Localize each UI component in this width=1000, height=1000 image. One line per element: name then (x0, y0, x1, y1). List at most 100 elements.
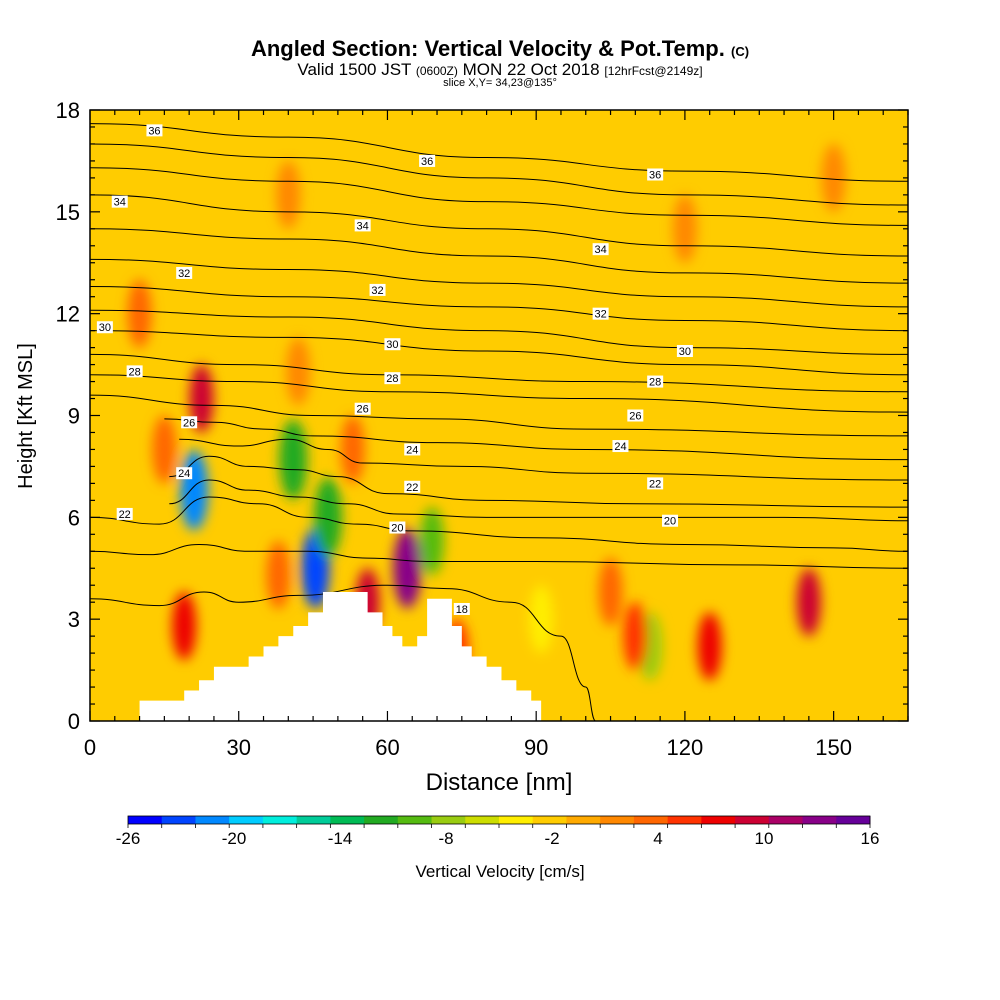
contour-label-text: 20 (664, 516, 676, 528)
contour-label-30: 30 (676, 345, 693, 358)
contour-label-text: 30 (386, 339, 398, 351)
contour-label-bg (419, 154, 436, 167)
colorbar-tick-label: -26 (116, 829, 141, 848)
contour-label-text: 36 (148, 125, 160, 137)
contour-label-bg (592, 243, 609, 256)
velocity-cell (313, 477, 342, 558)
colorbar-swatch (397, 816, 433, 824)
velocity-cell (393, 528, 422, 609)
isentrope-28 (90, 374, 908, 413)
contour-label-text: 30 (679, 346, 691, 358)
contour-label-30: 30 (96, 321, 113, 334)
contour-label-text: 30 (99, 322, 111, 334)
isentrope-unlabeled (90, 167, 908, 226)
contour-label-text: 24 (406, 444, 418, 456)
velocity-cell (152, 415, 177, 484)
contour-label-text: 18 (456, 604, 468, 616)
y-tick-label: 3 (68, 607, 80, 632)
contour-label-bg (176, 467, 193, 480)
contour-label-36: 36 (419, 154, 436, 168)
isentrope-32 (90, 286, 908, 332)
colorbar-swatch (836, 816, 871, 824)
slice-info: slice X,Y= 34,23@135° (443, 77, 557, 89)
velocity-cell (340, 415, 365, 484)
colorbar-swatch (701, 816, 736, 824)
y-tick-label: 18 (56, 98, 80, 123)
colorbar-swatch (667, 816, 702, 824)
contour-label-bg (662, 514, 679, 527)
contour-label-36: 36 (647, 168, 664, 181)
x-axis-label: Distance [nm] (426, 769, 573, 796)
colorbar-swatch (229, 816, 264, 824)
colorbar-swatch (431, 816, 466, 824)
colorbar-tick-label: 4 (653, 829, 662, 848)
valid-date: MON 22 Oct 2018 (462, 60, 600, 79)
isentrope-unlabeled (90, 353, 908, 393)
contour-label-28: 28 (126, 365, 143, 378)
colorbar-swatch (128, 816, 163, 824)
contour-label-text: 22 (119, 509, 131, 521)
y-tick-label: 15 (56, 200, 80, 225)
contour-label-text: 36 (421, 156, 433, 168)
contour-label-text: 28 (649, 377, 661, 389)
contour-label-text: 22 (649, 478, 661, 490)
contour-label-bg (384, 372, 401, 385)
velocity-cell (189, 364, 214, 433)
contour-label-text: 24 (178, 468, 190, 480)
contour-label-18: 18 (453, 602, 470, 616)
contour-label-text: 34 (357, 220, 369, 232)
contour-label-bg (676, 345, 693, 358)
contour-label-bg (647, 375, 664, 388)
colorbar-label: Vertical Velocity [cm/s] (415, 862, 585, 881)
isentrope-unlabeled (90, 143, 908, 206)
contour-label-text: 22 (406, 482, 418, 494)
colorbar-swatch (262, 816, 298, 824)
colorbar-tick-labels: -26 -20 -14 -8 -2 4 10 16 (116, 829, 880, 848)
isentrope-unlabeled (179, 438, 908, 481)
contour-label-text: 28 (386, 373, 398, 385)
isentrope-34 (90, 194, 908, 257)
forecast-info: [12hrFcst@2149z] (604, 64, 703, 78)
colorbar-swatch (161, 816, 196, 824)
contour-labels: 36 36 36 34 34 34 32 32 32 30 30 30 28 28 28 26 26 26 24 24… (96, 124, 693, 616)
contour-label-text: 36 (649, 169, 661, 181)
velocity-cell (796, 568, 821, 637)
x-tick-label: 120 (667, 735, 704, 760)
colorbar-swatch (296, 816, 331, 824)
contour-label-bg (111, 195, 128, 208)
contour-label-bg (369, 283, 386, 296)
velocity-cell (672, 194, 697, 263)
colorbar (127, 815, 871, 828)
isentrope-unlabeled (90, 394, 908, 437)
colorbar-swatch (465, 816, 500, 824)
isentrope-24 (169, 455, 908, 508)
velocity-cell (286, 337, 311, 406)
contour-label-32: 32 (176, 266, 193, 280)
contour-label-bg (647, 168, 664, 181)
isentrope-22 (169, 479, 908, 522)
contour-label-24: 24 (176, 467, 193, 480)
velocity-cell (266, 541, 291, 610)
colorbar-tick-label: 16 (861, 829, 880, 848)
contour-label-bg (384, 338, 401, 351)
chart-subtitle: Valid 1500 JST (0600Z) MON 22 Oct 2018 [… (0, 60, 1000, 80)
isentrope-30 (90, 330, 908, 376)
x-tick-label: 150 (815, 735, 852, 760)
contour-label-bg (116, 507, 133, 520)
x-tick-labels: 0 30 60 90 120 150 (84, 735, 852, 760)
velocity-cell (420, 507, 445, 576)
contour-label-bg (592, 307, 609, 320)
contour-label-28: 28 (647, 375, 664, 389)
colorbar-swatch (364, 816, 399, 824)
contour-label-22: 22 (116, 507, 133, 521)
contour-label-32: 32 (592, 307, 609, 321)
contour-label-text: 34 (595, 244, 607, 256)
velocity-cell (697, 612, 722, 681)
contour-label-22: 22 (647, 477, 664, 490)
x-tick-label: 0 (84, 735, 96, 760)
isentrope-18 (90, 584, 597, 721)
contour-label-text: 28 (128, 366, 140, 378)
colorbar-tick-label: 10 (755, 829, 774, 848)
contour-label-32: 32 (369, 283, 386, 297)
contour-label-bg (647, 477, 664, 490)
